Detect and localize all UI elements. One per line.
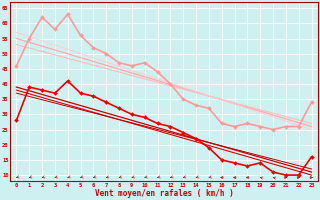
X-axis label: Vent moyen/en rafales ( km/h ): Vent moyen/en rafales ( km/h ) [95,189,233,198]
